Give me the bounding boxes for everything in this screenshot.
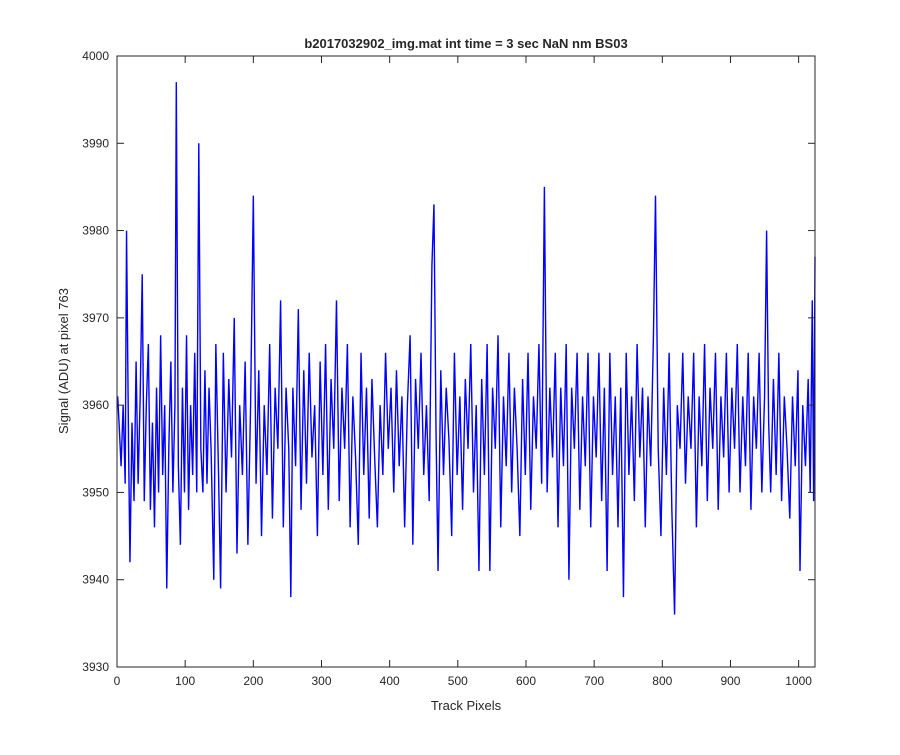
x-tick-label: 400 — [380, 674, 400, 688]
y-tick-label: 3970 — [82, 311, 109, 325]
x-tick-label: 800 — [652, 674, 672, 688]
y-axis-label: Signal (ADU) at pixel 763 — [56, 288, 71, 434]
x-tick-label: 0 — [114, 674, 121, 688]
x-tick-label: 600 — [516, 674, 536, 688]
x-tick-label: 500 — [448, 674, 468, 688]
y-tick-label: 3940 — [82, 573, 109, 587]
y-tick-label: 3950 — [82, 485, 109, 499]
y-tick-label: 3930 — [82, 660, 109, 674]
x-tick-label: 700 — [584, 674, 604, 688]
series-layer — [116, 82, 816, 615]
axes-box — [116, 55, 816, 668]
y-tick-label: 3980 — [82, 224, 109, 238]
x-tick-label: 900 — [720, 674, 740, 688]
x-tick-label: 200 — [243, 674, 263, 688]
x-tick-label: 1000 — [785, 674, 812, 688]
axes-background — [117, 56, 815, 667]
x-axis-ticks: 0 100 200 300 400 500 600 700 800 900 1000 — [114, 56, 812, 688]
y-tick-label: 3960 — [82, 398, 109, 412]
y-tick-label: 4000 — [82, 49, 109, 63]
x-tick-label: 100 — [175, 674, 195, 688]
x-tick-label: 300 — [311, 674, 331, 688]
y-tick-label: 3990 — [82, 136, 109, 150]
chart-title: b2017032902_img.mat int time = 3 sec NaN… — [304, 36, 627, 51]
x-axis-label: Track Pixels — [431, 698, 502, 713]
y-axis-ticks: 3930 3940 3950 3960 3970 3980 3990 4000 — [82, 49, 815, 674]
signal-series-line — [116, 82, 816, 615]
